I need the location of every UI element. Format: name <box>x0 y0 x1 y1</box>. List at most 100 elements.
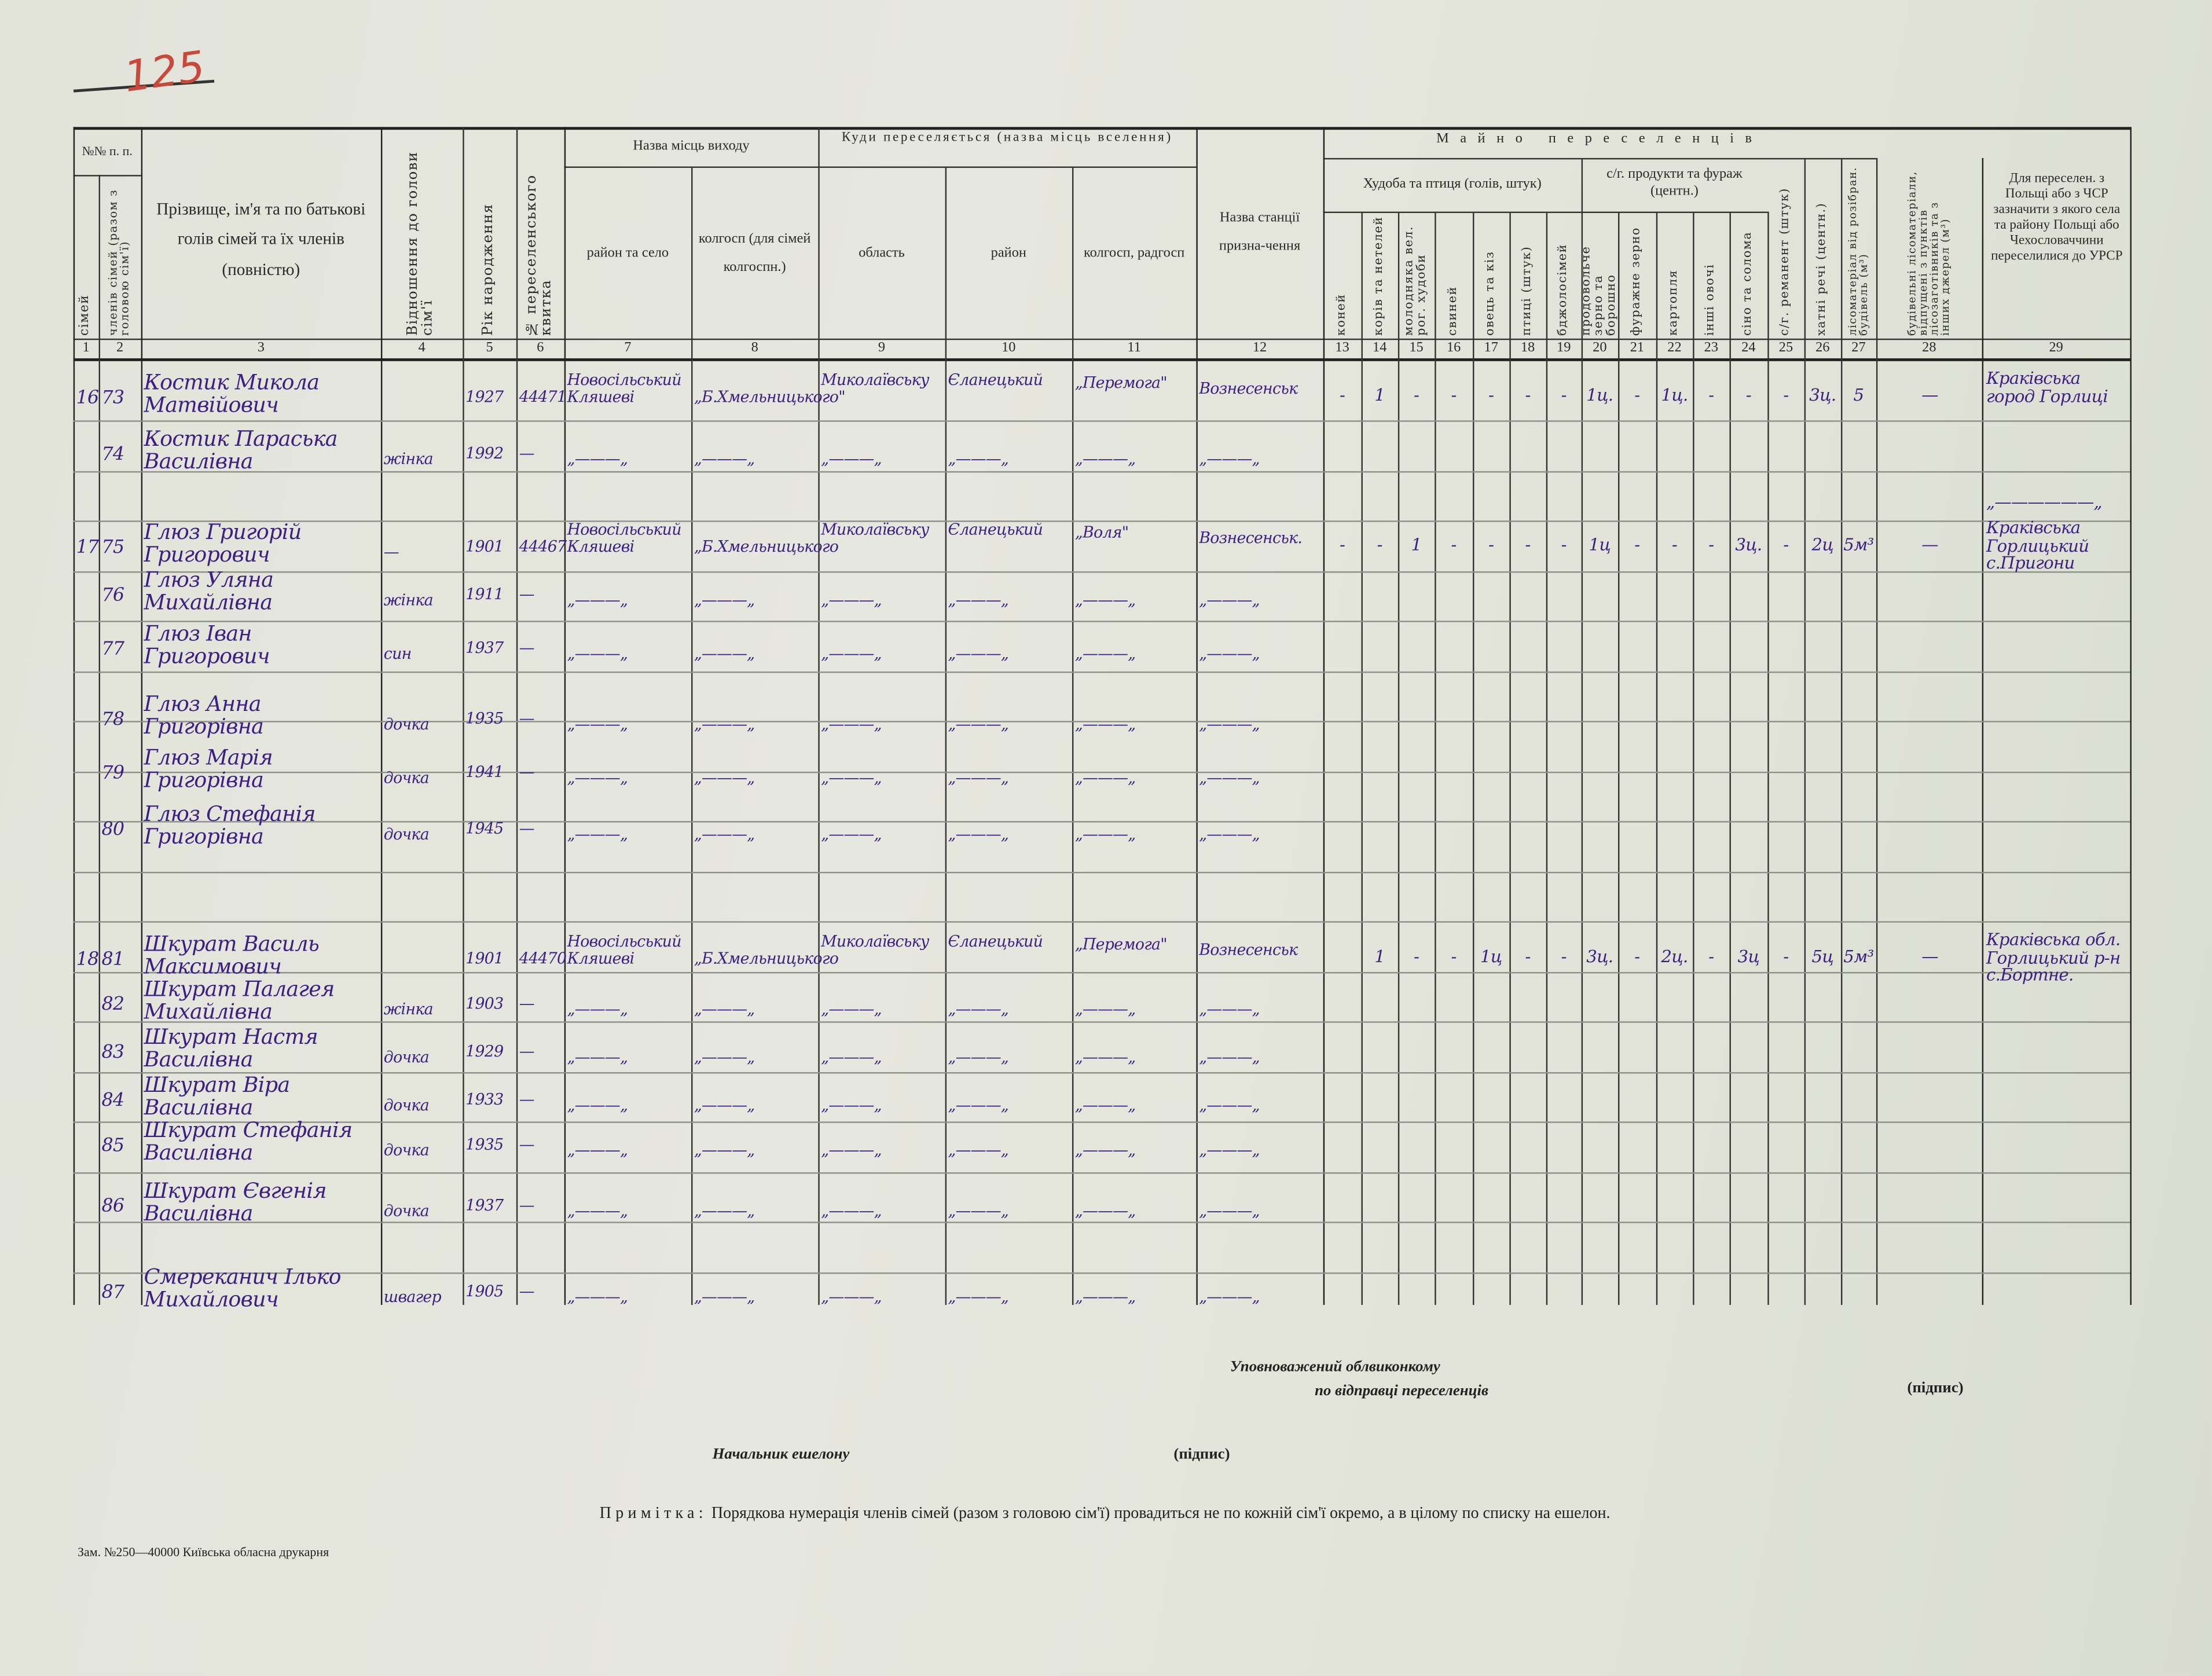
header-col20: продовольче зерно та борошно <box>1579 245 1619 336</box>
column-rule <box>516 127 518 1305</box>
destination-raion: Єланецький <box>948 371 1043 390</box>
table-row: 82 Шкурат Палагея Михайлівна жінка 1903 — „——… <box>0 976 2212 1032</box>
column-number: 19 <box>1557 340 1571 356</box>
column-rule <box>1982 157 1984 1305</box>
person-name: Шкурат Василь Максимович <box>144 931 320 979</box>
property-value-col27: 5м³ <box>1843 534 1874 555</box>
column-number: 16 <box>1446 340 1461 356</box>
birth-year: 1992 <box>465 444 504 463</box>
resettlement-ticket-number: — <box>519 1135 535 1154</box>
member-number: 84 <box>101 1090 124 1112</box>
destination-oblast: „———„ <box>821 769 882 787</box>
header-col17: овець та кіз <box>1483 251 1498 336</box>
row-rule <box>73 871 2130 873</box>
column-rule <box>1196 127 1198 1305</box>
property-value-col26: 5ц <box>1811 947 1834 967</box>
exit-kolkhoz: „Б.Хмельницького <box>694 537 839 556</box>
destination-kolkhoz: „———„ <box>1074 1000 1136 1019</box>
destination-kolkhoz: „Перемога" <box>1074 935 1168 954</box>
header-col8: колгосп (для сімей колгоспн.) <box>698 231 811 276</box>
property-value-col14: 1 <box>1374 947 1385 967</box>
exit-district-village: „———„ <box>567 715 628 734</box>
origin-place: „——————„ <box>1986 492 2103 512</box>
property-value-col20: 1ц <box>1589 534 1611 555</box>
origin-place: Краківська город Горлиці <box>1986 368 2108 406</box>
header-col10: район <box>991 245 1026 261</box>
exit-district-village: Новосільський Кляшеві <box>567 371 682 406</box>
member-number: 83 <box>101 1042 124 1064</box>
column-rule <box>1618 211 1620 1305</box>
property-value-col21: - <box>1634 947 1640 967</box>
header-col13: коней <box>1334 294 1349 336</box>
header-col4: Відношення до голови сім'ї <box>405 151 436 336</box>
destination-raion: „———„ <box>948 715 1009 734</box>
property-value-col17: - <box>1488 385 1494 405</box>
property-value-col26: 3ц. <box>1809 385 1836 405</box>
property-value-col22: 1ц. <box>1661 385 1688 405</box>
property-value-col16: - <box>1451 947 1457 967</box>
birth-year: 1929 <box>465 1042 504 1061</box>
authorized-official-label-2: по відправці переселенців <box>1315 1382 1488 1400</box>
destination-oblast: „———„ <box>821 450 882 469</box>
member-number: 75 <box>101 537 124 559</box>
resettlement-ticket-number: — <box>519 763 535 782</box>
table-row: 79 Глюз Марія Григорівна дочка 1941 — „———„ „—… <box>0 745 2212 801</box>
property-value-col21: - <box>1634 385 1640 405</box>
destination-raion: „———„ <box>948 1000 1009 1019</box>
column-number: 5 <box>486 340 493 356</box>
property-value-col25: - <box>1783 947 1789 967</box>
person-name: Глюз Григорій Григорович <box>144 519 302 567</box>
exit-district-village: „———„ <box>567 1000 628 1019</box>
exit-kolkhoz: „———„ <box>694 1288 755 1307</box>
property-value-col18: - <box>1525 385 1531 405</box>
row-rule <box>73 670 2130 673</box>
destination-kolkhoz: „———„ <box>1074 1048 1136 1067</box>
header-col3: Прізвище, ім'я та по батькові голів сіме… <box>156 198 366 279</box>
member-number: 77 <box>101 639 124 661</box>
header-col5: Рік народження <box>480 203 497 336</box>
column-number: 17 <box>1484 340 1498 356</box>
table-row: 76 Глюз Уляна Михайлівна жінка 1911 — „———„ „—… <box>0 567 2212 624</box>
table-row: 78 Глюз Анна Григорівна дочка 1935 — „———„ „——… <box>0 691 2212 747</box>
echelon-chief-label: Начальник ешелону <box>712 1446 850 1463</box>
destination-kolkhoz: „———„ <box>1074 450 1136 469</box>
property-value-col24: 3ц <box>1737 947 1760 967</box>
birth-year: 1927 <box>465 388 504 406</box>
destination-station: „———„ <box>1199 1141 1260 1160</box>
group-rule <box>564 166 1197 168</box>
birth-year: 1905 <box>465 1282 504 1301</box>
header-col26: хатні речі (центн.) <box>1815 202 1829 336</box>
header-group-exit: Назва місць виходу <box>633 138 750 154</box>
destination-station: Вознесенськ <box>1199 941 1298 960</box>
relation-to-head: дочка <box>383 1096 430 1115</box>
relation-to-head: дочка <box>383 825 430 844</box>
signature-label-2: (підпис) <box>1173 1446 1230 1463</box>
destination-oblast: „———„ <box>821 1288 882 1307</box>
destination-station: Вознесенськ <box>1199 379 1298 398</box>
header-col11: колгосп, радгосп <box>1084 245 1185 261</box>
property-value-col13: - <box>1340 534 1345 555</box>
person-name: Шкурат Віра Василівна <box>144 1072 291 1120</box>
column-rule <box>1072 166 1074 1305</box>
destination-raion: „———„ <box>948 591 1009 610</box>
column-rule <box>73 127 75 1305</box>
person-name: Костик Параська Василівна <box>144 426 338 474</box>
exit-district-village: Новосільський Кляшеві <box>567 520 682 555</box>
column-number: 9 <box>878 340 886 356</box>
relation-to-head: жінка <box>383 450 434 469</box>
family-number: 18 <box>76 949 100 971</box>
exit-kolkhoz: „———„ <box>694 1000 755 1019</box>
column-rule <box>1767 211 1769 1305</box>
header-col25: с/г. реманент (штук) <box>1778 188 1793 336</box>
destination-kolkhoz: „———„ <box>1074 1141 1136 1160</box>
destination-raion: Єланецький <box>948 932 1043 951</box>
property-value-col13: - <box>1340 385 1345 405</box>
header-bottom-rule <box>73 358 2130 361</box>
destination-station: „———„ <box>1199 591 1260 610</box>
destination-oblast: „———„ <box>821 825 882 844</box>
resettlement-ticket-number: — <box>519 1042 535 1061</box>
destination-kolkhoz: „———„ <box>1074 1202 1136 1220</box>
relation-to-head: дочка <box>383 1202 430 1220</box>
column-number: 21 <box>1630 340 1645 356</box>
row-rule <box>73 1121 2130 1123</box>
